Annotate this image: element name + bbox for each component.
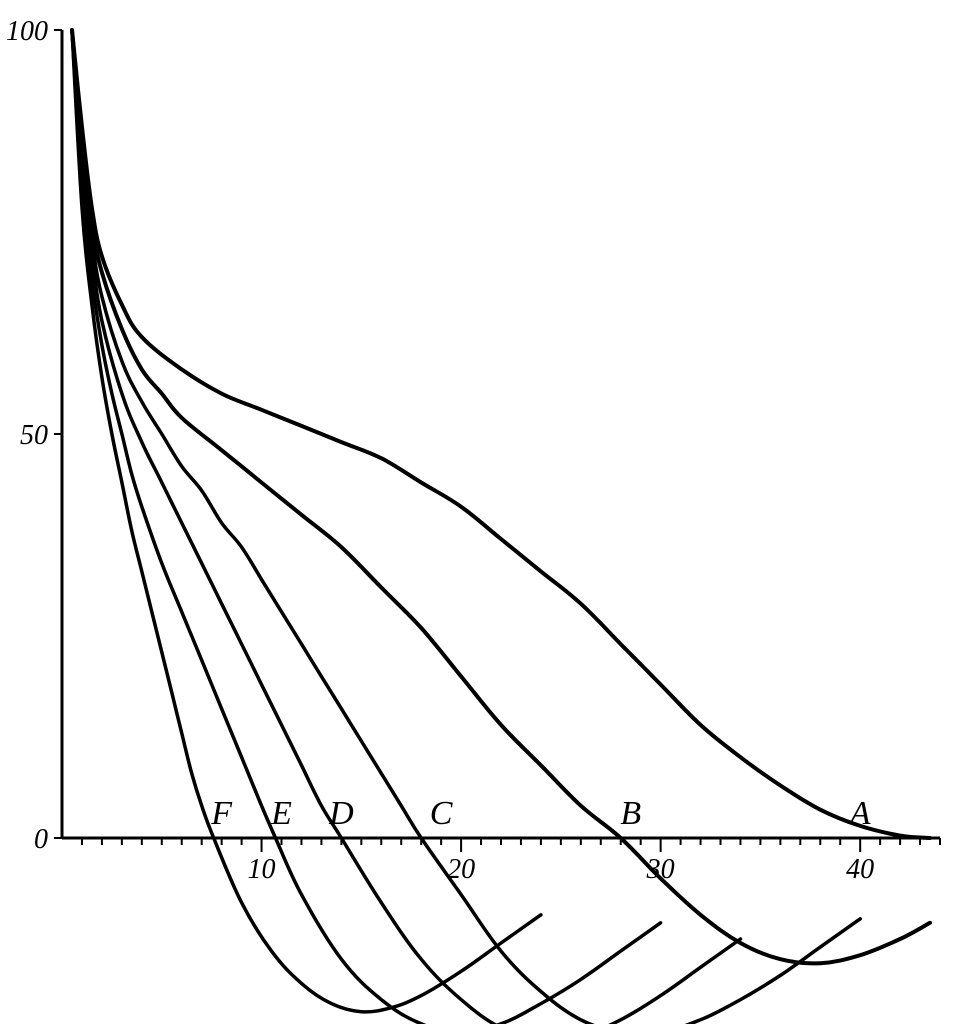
curves-group: [72, 30, 930, 1024]
curve-labels-group: A B C DEF: [210, 795, 871, 832]
y-tick-label: 50: [20, 420, 48, 451]
x-axis-minor-ticks: [82, 838, 940, 852]
y-tick-label: 0: [34, 824, 48, 855]
y-tick-label: 100: [6, 16, 48, 47]
curve-B: [72, 30, 930, 963]
curve-E: [72, 30, 661, 1024]
y-axis-ticks: 0 50 100: [6, 16, 62, 855]
curve-label-C: C: [430, 795, 453, 832]
curve-label-A: A: [848, 795, 871, 832]
curve-label-B: B: [620, 795, 641, 832]
curve-label-F: F: [210, 795, 233, 832]
x-tick-label: 10: [248, 854, 276, 885]
curve-label-E: E: [270, 795, 292, 832]
x-tick-label: 40: [846, 854, 874, 885]
curve-D: [72, 30, 741, 1024]
line-chart: 0 50 100 10203040 A B C DEF: [0, 0, 959, 1024]
curve-label-D: D: [328, 795, 354, 832]
x-axis-ticks: 10203040: [248, 854, 875, 885]
